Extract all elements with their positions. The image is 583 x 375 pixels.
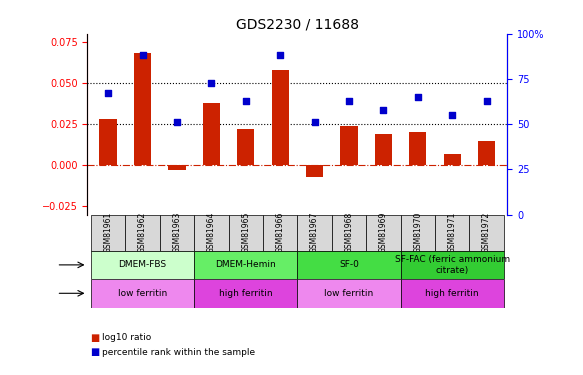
FancyBboxPatch shape (91, 279, 194, 308)
Text: GSM81962: GSM81962 (138, 212, 147, 253)
FancyBboxPatch shape (194, 279, 297, 308)
Text: GSM81961: GSM81961 (104, 212, 113, 253)
FancyBboxPatch shape (91, 251, 194, 279)
Text: DMEM-FBS: DMEM-FBS (118, 260, 167, 269)
Bar (168, 165, 185, 170)
Point (448, 112, 457, 118)
Point (345, 98, 354, 104)
Text: ■: ■ (90, 333, 100, 342)
FancyBboxPatch shape (435, 214, 469, 250)
FancyBboxPatch shape (194, 251, 297, 279)
FancyBboxPatch shape (263, 214, 297, 250)
FancyBboxPatch shape (366, 214, 401, 250)
FancyBboxPatch shape (91, 214, 125, 250)
Text: GSM81966: GSM81966 (276, 212, 285, 253)
Text: low ferritin: low ferritin (324, 289, 374, 298)
FancyBboxPatch shape (125, 214, 160, 250)
Text: GSM81970: GSM81970 (413, 212, 422, 253)
Text: log10 ratio: log10 ratio (102, 333, 151, 342)
Point (379, 106, 388, 112)
FancyBboxPatch shape (229, 214, 263, 250)
FancyBboxPatch shape (401, 214, 435, 250)
Bar (409, 132, 426, 165)
Point (482, 98, 491, 104)
Bar (478, 141, 495, 165)
FancyBboxPatch shape (332, 214, 366, 250)
Text: GSM81968: GSM81968 (345, 212, 353, 253)
FancyBboxPatch shape (297, 279, 401, 308)
FancyBboxPatch shape (194, 214, 229, 250)
Text: ■: ■ (90, 348, 100, 357)
FancyBboxPatch shape (297, 214, 332, 250)
Text: SF-0: SF-0 (339, 260, 359, 269)
Bar (444, 154, 461, 165)
Bar (306, 165, 323, 177)
Point (413, 94, 423, 100)
Bar (203, 103, 220, 165)
Point (275, 53, 285, 58)
Bar (272, 70, 289, 165)
Title: GDS2230 / 11688: GDS2230 / 11688 (236, 17, 359, 31)
FancyBboxPatch shape (297, 251, 401, 279)
Text: GSM81964: GSM81964 (207, 212, 216, 253)
FancyBboxPatch shape (160, 214, 194, 250)
Bar (100, 119, 117, 165)
Text: GSM81967: GSM81967 (310, 212, 319, 253)
Text: GSM81965: GSM81965 (241, 212, 250, 253)
Point (172, 119, 181, 125)
Text: low ferritin: low ferritin (118, 289, 167, 298)
Point (241, 98, 250, 104)
Point (206, 80, 216, 86)
Point (103, 90, 113, 96)
FancyBboxPatch shape (401, 251, 504, 279)
Bar (340, 126, 357, 165)
Text: DMEM-Hemin: DMEM-Hemin (215, 260, 276, 269)
FancyBboxPatch shape (469, 214, 504, 250)
Bar (375, 134, 392, 165)
Text: GSM81963: GSM81963 (173, 212, 181, 253)
Point (310, 119, 319, 125)
Text: SF-FAC (ferric ammonium
citrate): SF-FAC (ferric ammonium citrate) (395, 255, 510, 274)
Point (138, 53, 147, 58)
Bar (134, 54, 151, 165)
Text: high ferritin: high ferritin (426, 289, 479, 298)
Text: high ferritin: high ferritin (219, 289, 272, 298)
Bar (237, 129, 254, 165)
Text: GSM81971: GSM81971 (448, 212, 456, 253)
FancyBboxPatch shape (401, 279, 504, 308)
Text: percentile rank within the sample: percentile rank within the sample (102, 348, 255, 357)
Text: GSM81969: GSM81969 (379, 212, 388, 253)
Text: GSM81972: GSM81972 (482, 212, 491, 253)
